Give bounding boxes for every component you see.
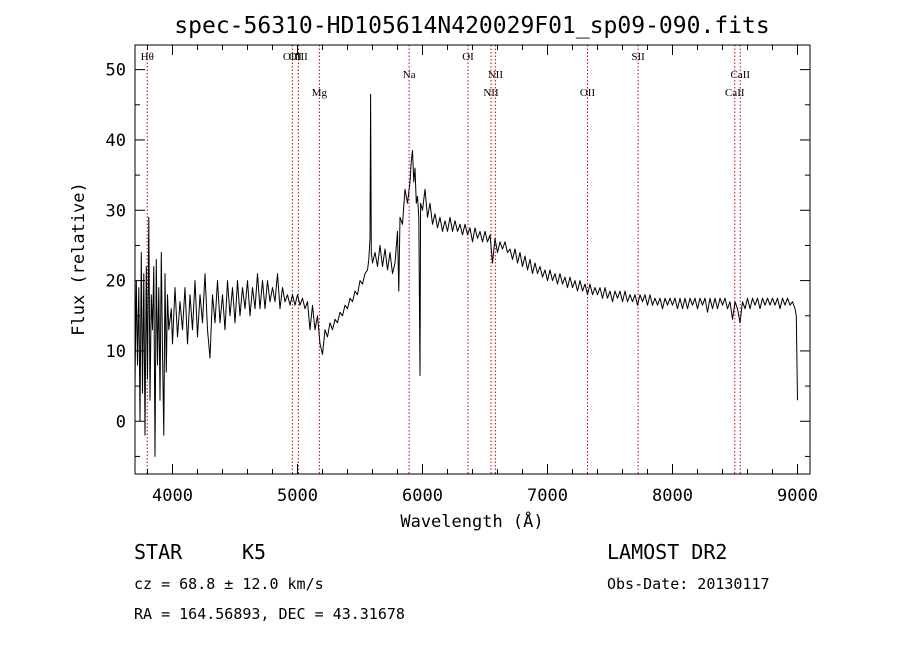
x-tick-label: 5000	[277, 486, 318, 506]
y-tick-label: 10	[106, 342, 126, 362]
y-tick-label: 40	[106, 131, 126, 151]
spectral-line-label: OI	[462, 51, 474, 63]
y-tick-label: 20	[106, 272, 126, 292]
object-class: STAR	[134, 540, 183, 564]
spectral-line-label: OII	[580, 87, 596, 99]
x-tick-label: 7000	[527, 486, 568, 506]
spectral-line-label: CaII	[730, 69, 750, 81]
axis-tick-labels: 4000 5000 6000 7000 8000 9000 0 10 20 30 40 50	[106, 61, 818, 506]
y-tick-label: 0	[116, 412, 126, 432]
x-tick-label: 9000	[777, 486, 818, 506]
survey-name: LAMOST DR2	[607, 540, 727, 564]
axis-ticks	[135, 45, 810, 474]
y-tick-label: 30	[106, 201, 126, 221]
chart-title: spec-56310-HD105614N420029F01_sp09-090.f…	[174, 13, 769, 39]
x-tick-label: 8000	[652, 486, 693, 506]
spectral-line-label: Mg	[312, 87, 328, 99]
redshift-velocity: cz = 68.8 ± 12.0 km/s	[134, 575, 324, 593]
spectral-line-label: OIII	[289, 51, 308, 63]
y-axis-label: Flux (relative)	[69, 182, 89, 336]
plot-frame	[134, 44, 811, 475]
spectral-line-label: SII	[631, 51, 645, 63]
spectral-line-label: Hθ	[141, 51, 154, 63]
spectral-line-label: NII	[483, 87, 499, 99]
spectral-line-label: Na	[403, 69, 416, 81]
coordinates: RA = 164.56893, DEC = 43.31678	[134, 605, 405, 623]
spectral-line-label: NII	[488, 69, 504, 81]
y-tick-label: 50	[106, 61, 126, 81]
spectral-line-label: CaII	[725, 87, 745, 99]
object-subclass: K5	[242, 540, 266, 564]
x-tick-label: 4000	[152, 486, 193, 506]
x-axis-label: Wavelength (Å)	[400, 510, 543, 532]
observation-date: Obs-Date: 20130117	[607, 575, 770, 593]
x-tick-label: 6000	[402, 486, 443, 506]
spectrum-line	[134, 93, 798, 457]
spectral-line-markers	[146, 45, 741, 474]
